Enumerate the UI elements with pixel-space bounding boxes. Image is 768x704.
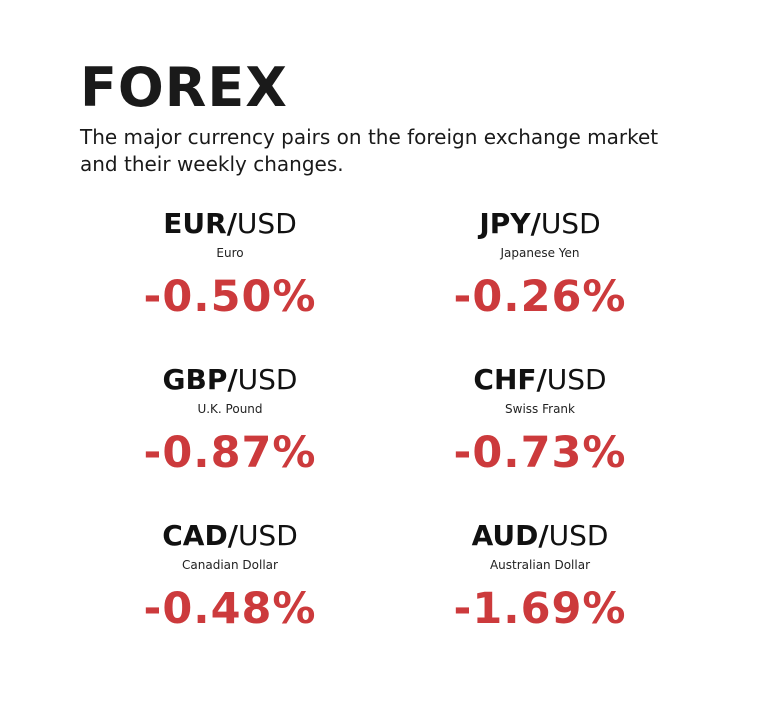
- base-currency: EUR: [163, 207, 227, 240]
- quote-currency: USD: [236, 207, 297, 240]
- quote-currency: USD: [548, 519, 609, 552]
- pair-separator: /: [536, 363, 547, 396]
- weekly-change: -0.73%: [453, 428, 627, 478]
- weekly-change: -0.48%: [143, 584, 317, 634]
- base-currency: CHF: [473, 363, 537, 396]
- weekly-change: -0.87%: [143, 428, 317, 478]
- pair-label: AUD/USD: [380, 516, 700, 556]
- pair-separator: /: [538, 519, 549, 552]
- currency-name: U.K. Pound: [197, 402, 263, 416]
- currency-name: Japanese Yen: [500, 246, 580, 260]
- base-currency: GBP: [162, 363, 228, 396]
- quote-currency: USD: [237, 363, 298, 396]
- pair-separator: /: [226, 207, 237, 240]
- pair-label: JPY/USD: [380, 204, 700, 244]
- base-currency: CAD: [162, 519, 228, 552]
- currency-name: Swiss Frank: [505, 402, 575, 416]
- pair-card-chf-usd: CHF/USD Swiss Frank -0.73%: [380, 360, 700, 500]
- quote-currency: USD: [237, 519, 298, 552]
- page-title: FOREX: [80, 56, 288, 119]
- pair-card-cad-usd: CAD/USD Canadian Dollar -0.48%: [70, 516, 390, 656]
- pair-separator: /: [227, 363, 238, 396]
- pair-card-aud-usd: AUD/USD Australian Dollar -1.69%: [380, 516, 700, 656]
- pair-label: GBP/USD: [70, 360, 390, 400]
- currency-name: Euro: [216, 246, 244, 260]
- pair-label: CAD/USD: [70, 516, 390, 556]
- currency-name: Canadian Dollar: [182, 558, 278, 572]
- base-currency: AUD: [471, 519, 539, 552]
- pair-card-gbp-usd: GBP/USD U.K. Pound -0.87%: [70, 360, 390, 500]
- pair-card-jpy-usd: JPY/USD Japanese Yen -0.26%: [380, 204, 700, 344]
- pair-label: CHF/USD: [380, 360, 700, 400]
- currency-name: Australian Dollar: [489, 558, 591, 572]
- weekly-change: -1.69%: [453, 584, 627, 634]
- base-currency: JPY: [479, 207, 531, 240]
- quote-currency: USD: [546, 363, 607, 396]
- pair-label: EUR/USD: [70, 204, 390, 244]
- pair-separator: /: [227, 519, 238, 552]
- weekly-change: -0.26%: [453, 272, 627, 322]
- weekly-change: -0.50%: [143, 272, 317, 322]
- pair-separator: /: [530, 207, 541, 240]
- quote-currency: USD: [540, 207, 601, 240]
- pair-card-eur-usd: EUR/USD Euro -0.50%: [70, 204, 390, 344]
- page-subtitle: The major currency pairs on the foreign …: [80, 125, 659, 176]
